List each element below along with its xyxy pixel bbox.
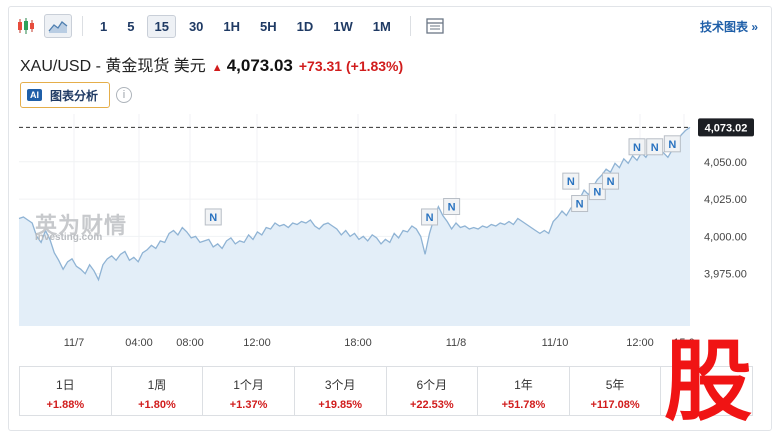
perf-value: +19.85% xyxy=(318,399,363,411)
news-marker xyxy=(628,138,646,156)
perf-label: 6个月 xyxy=(416,378,448,392)
info-icon[interactable]: i xyxy=(116,87,132,103)
news-marker-label: N xyxy=(448,202,456,214)
toolbar-divider xyxy=(409,16,411,36)
news-marker xyxy=(443,198,461,216)
table-view-icon[interactable] xyxy=(421,14,449,38)
news-marker xyxy=(588,183,606,201)
toolbar-divider xyxy=(82,16,83,36)
tech-chart-link[interactable]: 技术图表 » xyxy=(699,20,758,34)
price-area-fill xyxy=(19,127,690,327)
x-tick-label: 11/7 xyxy=(64,337,85,349)
interval-1[interactable]: 1 xyxy=(100,18,108,34)
news-marker xyxy=(646,138,664,156)
news-marker xyxy=(421,208,439,226)
news-marker-label: N xyxy=(426,212,434,224)
news-marker xyxy=(602,172,620,190)
perf-label: 1个月 xyxy=(233,378,264,392)
news-marker-label: N xyxy=(668,139,676,151)
x-tick-label: 18:00 xyxy=(344,337,372,349)
up-arrow-icon: ▲ xyxy=(211,62,223,74)
chart-analysis-label: 图表分析 xyxy=(50,88,99,103)
perf-cell-6m[interactable]: 6个月 +22.53% xyxy=(387,367,479,415)
price-chart[interactable]: 3,975.00 4,000.00 4,025.00 4,050.00 11/7 04:0… xyxy=(8,110,772,360)
interval-1d[interactable]: 1D xyxy=(296,18,314,34)
interval-1w[interactable]: 1W xyxy=(333,18,353,34)
x-tick-label: 15:0 xyxy=(673,337,694,349)
ai-icon: AI xyxy=(27,89,42,101)
news-marker-label: N xyxy=(593,187,601,199)
interval-1m[interactable]: 1M xyxy=(372,18,391,34)
interval-5h[interactable]: 5H xyxy=(260,18,277,34)
perf-label: 1年 xyxy=(514,378,533,392)
interval-30[interactable]: 30 xyxy=(188,18,204,34)
x-tick-label: 11/10 xyxy=(542,337,569,349)
news-marker-label: N xyxy=(651,142,659,154)
last-price-label: 4,073.02 xyxy=(705,122,748,134)
chart-toolbar: 1 5 15 30 1H 5H 1D 1W 1M 技术图表 » xyxy=(12,12,766,40)
x-tick-label: 04:00 xyxy=(125,337,153,349)
perf-value: +1.80% xyxy=(138,399,176,411)
perf-label: 1日 xyxy=(55,378,75,392)
perf-value: +1.37% xyxy=(229,399,268,411)
perf-value: +117.08% xyxy=(590,399,640,411)
perf-cell-1w[interactable]: 1周 +1.80% xyxy=(112,367,204,415)
news-marker xyxy=(204,208,222,226)
perf-value: +1.88% xyxy=(46,399,85,411)
perf-cell-5y[interactable]: 5年 +117.08% xyxy=(570,367,662,415)
perf-value: +22.53% xyxy=(409,399,454,411)
instrument-name: XAU/USD - 黄金现货 美元 xyxy=(20,58,206,75)
quote-header: XAU/USD - 黄金现货 美元 ▲ 4,073.03 +73.31 (+1.… xyxy=(20,52,403,76)
price-change: +73.31 (+1.83%) xyxy=(298,58,404,74)
perf-value: +51.78% xyxy=(501,399,546,411)
x-tick-label: 11/8 xyxy=(446,337,467,349)
candlestick-icon[interactable] xyxy=(12,14,40,38)
interval-15[interactable]: 15 xyxy=(147,14,176,38)
news-marker-label: N xyxy=(567,176,575,188)
performance-strip: 1日 +1.88% 1周 +1.80% 1个月 +1.37% 3个月 +19.8… xyxy=(19,366,753,416)
stock-stamp: 股 xyxy=(664,330,753,433)
y-tick-label: 4,050.00 xyxy=(704,157,747,169)
watermark-logo: 英为财情 xyxy=(35,213,128,238)
perf-cell-1d[interactable]: 1日 +1.88% xyxy=(20,367,112,415)
watermark-url: Investing.com xyxy=(35,232,103,243)
perf-label: 3个月 xyxy=(324,378,356,392)
news-marker-label: N xyxy=(209,212,217,224)
news-marker xyxy=(571,195,589,213)
x-tick-label: 12:00 xyxy=(626,337,654,349)
perf-cell-1y[interactable]: 1年 +51.78% xyxy=(478,367,570,415)
perf-cell-3m[interactable]: 3个月 +19.85% xyxy=(295,367,387,415)
chart-analysis-button[interactable]: AI 图表分析 xyxy=(20,82,110,108)
perf-label: 5年 xyxy=(605,378,625,392)
area-chart-icon[interactable] xyxy=(44,14,72,38)
perf-cell-1m[interactable]: 1个月 +1.37% xyxy=(203,367,295,415)
news-marker-label: N xyxy=(633,142,641,154)
last-price: 4,073.03 xyxy=(226,56,293,75)
x-tick-label: 08:00 xyxy=(176,337,204,349)
last-price-tag xyxy=(698,118,754,137)
y-tick-label: 4,025.00 xyxy=(704,194,747,206)
y-tick-label: 4,000.00 xyxy=(704,231,747,243)
news-marker xyxy=(562,172,580,190)
news-marker xyxy=(663,135,681,153)
interval-1h[interactable]: 1H xyxy=(223,18,241,34)
x-tick-label: 12:00 xyxy=(243,337,271,349)
news-marker-label: N xyxy=(607,176,615,188)
y-tick-label: 3,975.00 xyxy=(704,269,747,281)
perf-label: 1周 xyxy=(147,378,167,392)
widget-frame xyxy=(8,6,772,431)
interval-5[interactable]: 5 xyxy=(127,18,135,34)
news-marker-label: N xyxy=(576,199,584,211)
